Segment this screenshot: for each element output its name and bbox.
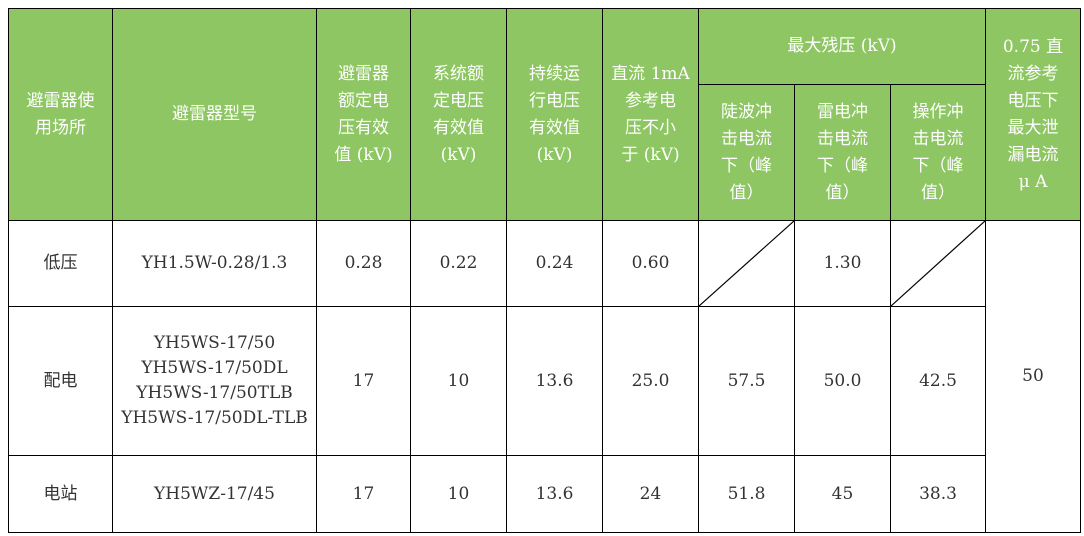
header-continuous-voltage: 持续运 行电压 有效值 (kV) [506,8,603,221]
header-system-voltage: 系统额 定电压 有效值 (kV) [410,8,507,221]
cell-model: YH5WZ-17/45 [112,455,317,533]
cell-location: 低压 [8,220,113,307]
header-model: 避雷器型号 [112,8,317,221]
cell-dc-ref: 0.60 [602,220,699,307]
cell-rated: 0.28 [316,220,411,307]
cell-steep: 51.8 [698,455,795,533]
cell-continuous: 0.24 [506,220,603,307]
cell-switching: 38.3 [890,455,986,533]
cell-location: 电站 [8,455,113,533]
header-leakage: 0.75 直 流参考 电压下 最大泄 漏电流 μ A [985,8,1081,221]
header-dc-ref-voltage: 直流 1mA 参考电 压不小 于 (kV) [602,8,699,221]
diagonal-line [699,221,794,306]
header-switching: 操作冲 击电流 下（峰 值） [890,84,986,221]
table-row: 配电 YH5WS-17/50 YH5WS-17/50DL YH5WS-17/50… [8,306,1081,456]
header-lightning: 雷电冲 击电流 下（峰 值） [794,84,891,221]
cell-steep-empty [698,220,795,307]
cell-model: YH1.5W-0.28/1.3 [112,220,317,307]
cell-leakage: 50 [985,220,1081,533]
table-row: 低压 YH1.5W-0.28/1.3 0.28 0.22 0.24 0.60 1… [8,220,1081,533]
cell-model: YH5WS-17/50 YH5WS-17/50DL YH5WS-17/50TLB… [112,306,317,456]
cell-switching: 42.5 [890,306,986,456]
cell-rated: 17 [316,455,411,533]
header-max-residual: 最大残压 (kV) [698,8,986,85]
cell-rated: 17 [316,306,411,456]
cell-system: 10 [410,306,507,456]
table-row: 电站 YH5WZ-17/45 17 10 13.6 24 51.8 45 38.… [8,455,1081,533]
cell-lightning: 1.30 [794,220,891,307]
cell-lightning: 50.0 [794,306,891,456]
cell-continuous: 13.6 [506,455,603,533]
header-rated-voltage: 避雷器 额定电 压有效 值 (kV) [316,8,411,221]
cell-dc-ref: 24 [602,455,699,533]
cell-lightning: 45 [794,455,891,533]
arrester-parameter-table: 避雷器使 用场所 避雷器型号 避雷器 额定电 压有效 值 (kV) 系统额 定电… [8,8,1081,533]
header-steep: 陡波冲 击电流 下（峰 值） [698,84,795,221]
cell-dc-ref: 25.0 [602,306,699,456]
diagonal-line [891,221,985,306]
header-location: 避雷器使 用场所 [8,8,113,221]
cell-switching-empty [890,220,986,307]
cell-steep: 57.5 [698,306,795,456]
cell-continuous: 13.6 [506,306,603,456]
cell-location: 配电 [8,306,113,456]
cell-system: 0.22 [410,220,507,307]
cell-system: 10 [410,455,507,533]
